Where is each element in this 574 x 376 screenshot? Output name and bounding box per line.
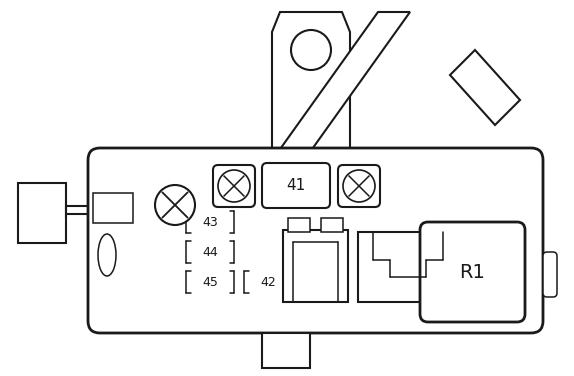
Text: 45: 45 (202, 276, 218, 288)
FancyBboxPatch shape (88, 148, 543, 333)
Circle shape (155, 185, 195, 225)
FancyBboxPatch shape (213, 165, 255, 207)
Bar (262, 333, 310, 368)
Circle shape (291, 30, 331, 70)
Bar (18, 183, 66, 243)
Text: 43: 43 (202, 215, 218, 229)
Text: 42: 42 (260, 276, 276, 288)
Bar (358, 232, 458, 302)
Bar (288, 218, 310, 232)
Bar (321, 218, 343, 232)
Text: R1: R1 (459, 262, 485, 282)
Text: 41: 41 (286, 179, 305, 194)
FancyBboxPatch shape (338, 165, 380, 207)
Bar (93, 193, 133, 223)
Polygon shape (278, 12, 410, 152)
Circle shape (218, 170, 250, 202)
Polygon shape (450, 50, 520, 125)
FancyBboxPatch shape (420, 222, 525, 322)
Bar (283, 230, 348, 302)
FancyBboxPatch shape (262, 163, 330, 208)
Circle shape (343, 170, 375, 202)
Text: 44: 44 (202, 246, 218, 259)
Ellipse shape (98, 234, 116, 276)
Polygon shape (272, 12, 350, 150)
FancyBboxPatch shape (543, 252, 557, 297)
